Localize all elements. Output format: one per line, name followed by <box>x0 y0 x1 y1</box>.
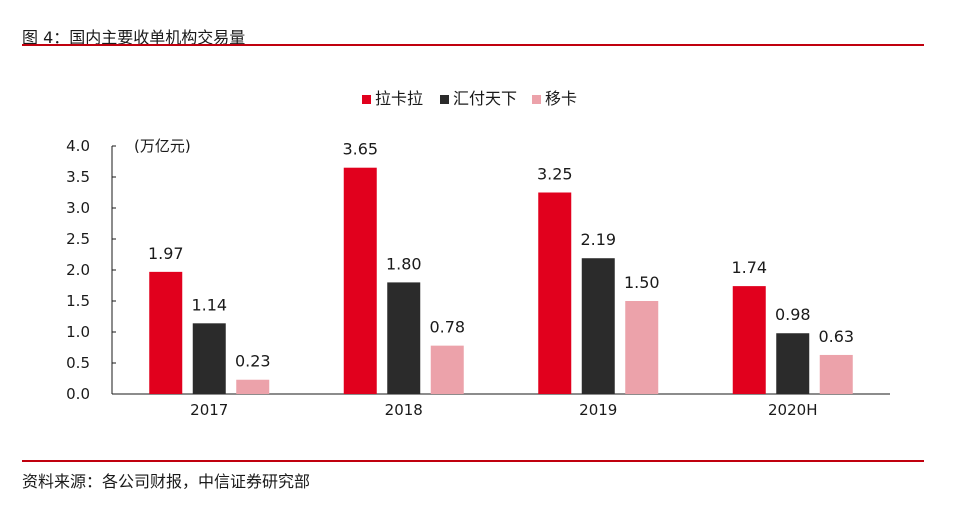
data-label: 1.14 <box>191 295 227 314</box>
data-label-group: 1.97 3.65 3.25 1.74 1.14 1.80 2.19 0.98 0.23 0.78… <box>148 140 854 371</box>
y-tick-label: 0.5 <box>66 354 90 372</box>
legend-swatch <box>362 95 371 104</box>
bar <box>343 167 377 394</box>
y-tick-label: 1.0 <box>66 323 90 341</box>
legend-label: 拉卡拉 <box>375 89 423 108</box>
source-divider <box>22 460 924 462</box>
chart-legend: 拉卡拉 汇付天下 移卡 <box>362 89 577 108</box>
data-label: 0.63 <box>818 327 854 346</box>
bar <box>625 301 659 394</box>
data-label: 3.25 <box>537 165 573 184</box>
x-tick-label: 2017 <box>190 401 228 419</box>
figure-title: 图 4：国内主要收单机构交易量 <box>22 28 246 47</box>
legend-swatch <box>440 95 449 104</box>
data-label: 1.74 <box>731 258 767 277</box>
y-tick-label: 1.5 <box>66 292 90 310</box>
y-tick-label: 3.0 <box>66 199 90 217</box>
data-label: 0.78 <box>429 318 465 337</box>
x-axis: 2017 2018 2019 2020H <box>112 393 890 419</box>
data-label: 1.97 <box>148 244 184 263</box>
data-label: 0.98 <box>775 305 811 324</box>
x-tick-label: 2019 <box>579 401 617 419</box>
y-tick-label: 4.0 <box>66 137 90 155</box>
y-axis: 0.0 0.5 1.0 1.5 2.0 2.5 3.0 3.5 4.0 (万亿元) <box>66 137 191 403</box>
bar-group <box>149 167 853 394</box>
y-tick-label: 2.0 <box>66 261 90 279</box>
legend-swatch <box>532 95 541 104</box>
bar <box>581 258 615 394</box>
data-label: 0.23 <box>235 352 271 371</box>
data-label: 3.65 <box>342 140 378 159</box>
title-divider <box>22 44 924 46</box>
source-note: 资料来源：各公司财报，中信证券研究部 <box>22 472 311 491</box>
y-tick-label: 0.0 <box>66 385 90 403</box>
y-tick-label: 3.5 <box>66 168 90 186</box>
bar <box>387 282 421 394</box>
data-label: 1.50 <box>624 273 660 292</box>
bar <box>776 333 810 394</box>
bar <box>192 323 226 394</box>
legend-label: 汇付天下 <box>453 89 517 108</box>
legend-label: 移卡 <box>545 89 577 108</box>
data-label: 1.80 <box>386 254 422 273</box>
bar <box>819 354 853 394</box>
bar <box>430 345 464 394</box>
x-tick-label: 2020H <box>768 401 817 419</box>
y-tick-label: 2.5 <box>66 230 90 248</box>
x-tick-label: 2018 <box>385 401 423 419</box>
data-label: 2.19 <box>580 230 616 249</box>
bar <box>149 271 183 394</box>
bar <box>538 192 572 394</box>
bar <box>236 379 270 394</box>
y-unit-label: (万亿元) <box>134 137 191 155</box>
bar <box>732 286 766 394</box>
